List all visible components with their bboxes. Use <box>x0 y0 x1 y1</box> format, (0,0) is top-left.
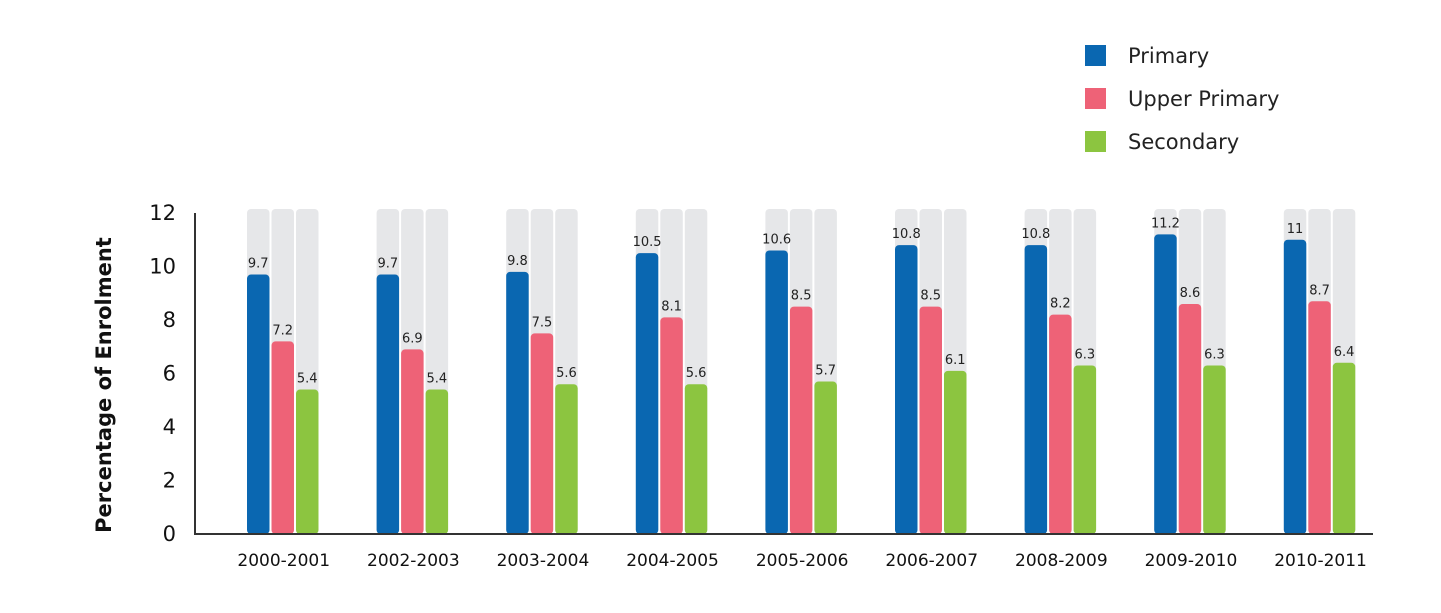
bar-2002-2003-primary <box>376 274 400 534</box>
value-label-2005-2006-upper-primary: 8.5 <box>791 289 812 304</box>
value-label-2005-2006-secondary: 5.7 <box>815 364 836 379</box>
bar-2006-2007-upper-primary <box>919 306 942 534</box>
bar-2010-2011-upper-primary <box>1308 301 1331 534</box>
bar-2009-2010-upper-primary <box>1178 303 1202 534</box>
legend-item-primary: Primary <box>1085 34 1279 77</box>
legend-item-upper-primary: Upper Primary <box>1085 77 1279 120</box>
y-tick-label-0: 0 <box>163 522 176 546</box>
value-label-2000-2001-primary: 9.7 <box>248 257 269 272</box>
y-tick-label-8: 8 <box>163 308 176 332</box>
bar-2008-2009-upper-primary <box>1049 314 1072 534</box>
value-label-2006-2007-secondary: 6.1 <box>945 353 966 368</box>
bar-2008-2009-primary <box>1024 245 1048 534</box>
value-label-2008-2009-upper-primary: 8.2 <box>1050 297 1071 312</box>
value-label-2010-2011-secondary: 6.4 <box>1334 345 1355 360</box>
bar-2003-2004-upper-primary <box>530 333 554 534</box>
y-tick-label-10: 10 <box>149 255 176 279</box>
x-tick-label-2003-2004: 2003-2004 <box>497 551 590 571</box>
bar-2005-2006-upper-primary <box>789 306 813 534</box>
x-tick-label-2004-2005: 2004-2005 <box>626 551 719 571</box>
value-label-2000-2001-secondary: 5.4 <box>297 372 318 387</box>
bar-2003-2004-primary <box>506 271 529 534</box>
bar-2008-2009-secondary <box>1073 365 1097 534</box>
value-label-2010-2011-primary: 11 <box>1287 222 1304 237</box>
bar-2009-2010-secondary <box>1203 365 1226 534</box>
x-tick-label-2008-2009: 2008-2009 <box>1015 551 1108 571</box>
value-label-2003-2004-primary: 9.8 <box>507 254 528 269</box>
value-label-2006-2007-upper-primary: 8.5 <box>920 289 941 304</box>
bar-2000-2001-upper-primary <box>271 341 294 534</box>
value-label-2009-2010-upper-primary: 8.6 <box>1180 286 1201 301</box>
bar-2009-2010-primary <box>1154 234 1177 534</box>
legend-label-upper-primary: Upper Primary <box>1128 86 1280 111</box>
bar-2004-2005-primary <box>635 253 659 534</box>
y-tick-label-4: 4 <box>163 415 176 439</box>
legend-label-secondary: Secondary <box>1128 129 1240 154</box>
y-tick-label-12: 12 <box>149 201 176 225</box>
legend-label-primary: Primary <box>1128 43 1210 68</box>
legend: Primary Upper Primary Secondary <box>1085 34 1279 163</box>
bar-2004-2005-secondary <box>684 384 708 534</box>
bar-2006-2007-secondary <box>944 370 967 534</box>
x-tick-label-2002-2003: 2002-2003 <box>367 551 460 571</box>
legend-item-secondary: Secondary <box>1085 120 1279 163</box>
bar-2000-2001-primary <box>247 274 270 534</box>
value-label-2000-2001-upper-primary: 7.2 <box>272 323 293 338</box>
value-label-2009-2010-primary: 11.2 <box>1151 216 1180 231</box>
bar-2000-2001-secondary <box>296 389 319 534</box>
value-label-2006-2007-primary: 10.8 <box>892 227 921 242</box>
x-tick-label-2006-2007: 2006-2007 <box>885 551 978 571</box>
x-tick-label-2005-2006: 2005-2006 <box>756 551 849 571</box>
legend-swatch-upper-primary <box>1085 88 1106 109</box>
bar-2004-2005-upper-primary <box>660 317 683 534</box>
value-label-2009-2010-secondary: 6.3 <box>1204 347 1225 362</box>
bar-2010-2011-primary <box>1283 239 1307 534</box>
value-label-2004-2005-secondary: 5.6 <box>686 366 707 381</box>
value-label-2004-2005-primary: 10.5 <box>633 235 662 250</box>
y-axis-label: Percentage of Enrolment <box>92 237 116 533</box>
bar-2005-2006-secondary <box>814 381 837 534</box>
y-tick-label-6: 6 <box>163 362 176 386</box>
value-label-2008-2009-primary: 10.8 <box>1021 227 1050 242</box>
bar-2002-2003-upper-primary <box>401 349 424 534</box>
y-tick-label-2: 2 <box>163 469 176 493</box>
value-label-2002-2003-secondary: 5.4 <box>427 372 448 387</box>
legend-swatch-primary <box>1085 45 1106 66</box>
legend-swatch-secondary <box>1085 131 1106 152</box>
bar-2010-2011-secondary <box>1332 362 1356 534</box>
bar-2006-2007-primary <box>895 245 918 534</box>
bar-2003-2004-secondary <box>555 384 578 534</box>
x-tick-label-2009-2010: 2009-2010 <box>1145 551 1238 571</box>
value-label-2008-2009-secondary: 6.3 <box>1075 347 1096 362</box>
value-label-2002-2003-upper-primary: 6.9 <box>402 331 423 346</box>
bar-2002-2003-secondary <box>425 389 449 534</box>
value-label-2002-2003-primary: 9.7 <box>378 257 399 272</box>
x-tick-label-2010-2011: 2010-2011 <box>1274 551 1367 571</box>
value-label-2005-2006-primary: 10.6 <box>762 232 791 247</box>
value-label-2003-2004-secondary: 5.6 <box>556 366 577 381</box>
bar-2005-2006-primary <box>765 250 788 534</box>
value-label-2004-2005-upper-primary: 8.1 <box>661 299 682 314</box>
value-label-2003-2004-upper-primary: 7.5 <box>532 315 553 330</box>
x-tick-label-2000-2001: 2000-2001 <box>237 551 330 571</box>
value-label-2010-2011-upper-primary: 8.7 <box>1309 283 1330 298</box>
